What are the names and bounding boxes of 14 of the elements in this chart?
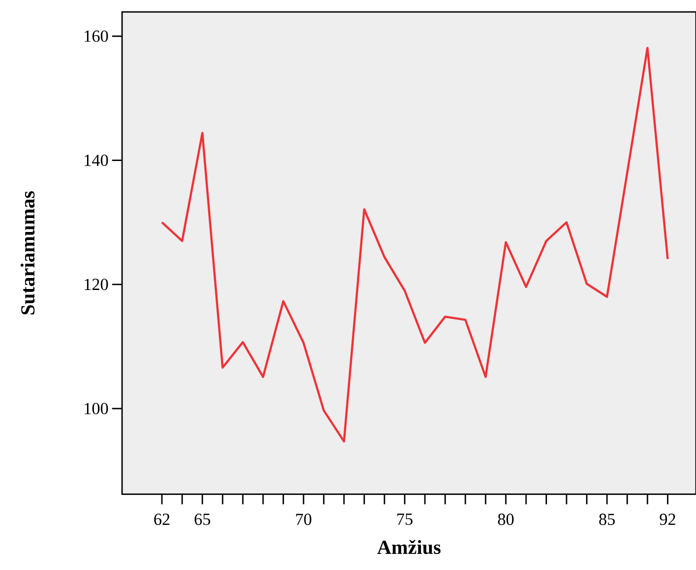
y-tick-label: 100 <box>84 402 108 414</box>
line-series <box>160 46 669 443</box>
x-tick-label: 75 <box>397 514 412 525</box>
x-tick-label: 70 <box>296 514 312 526</box>
x-tick-label: 85 <box>599 514 615 526</box>
x-tick-label: 92 <box>660 514 676 526</box>
y-tick-label: 140 <box>84 154 108 166</box>
x-tick-label: 62 <box>154 514 170 526</box>
x-tick-label: 80 <box>498 514 514 526</box>
y-tick-label: 120 <box>84 278 108 290</box>
y-tick-label: 160 <box>84 30 108 42</box>
x-tick-label: 65 <box>194 514 210 526</box>
x-axis-title: Amžius <box>377 540 441 554</box>
y-axis-title: Sutariamumas <box>20 191 35 314</box>
